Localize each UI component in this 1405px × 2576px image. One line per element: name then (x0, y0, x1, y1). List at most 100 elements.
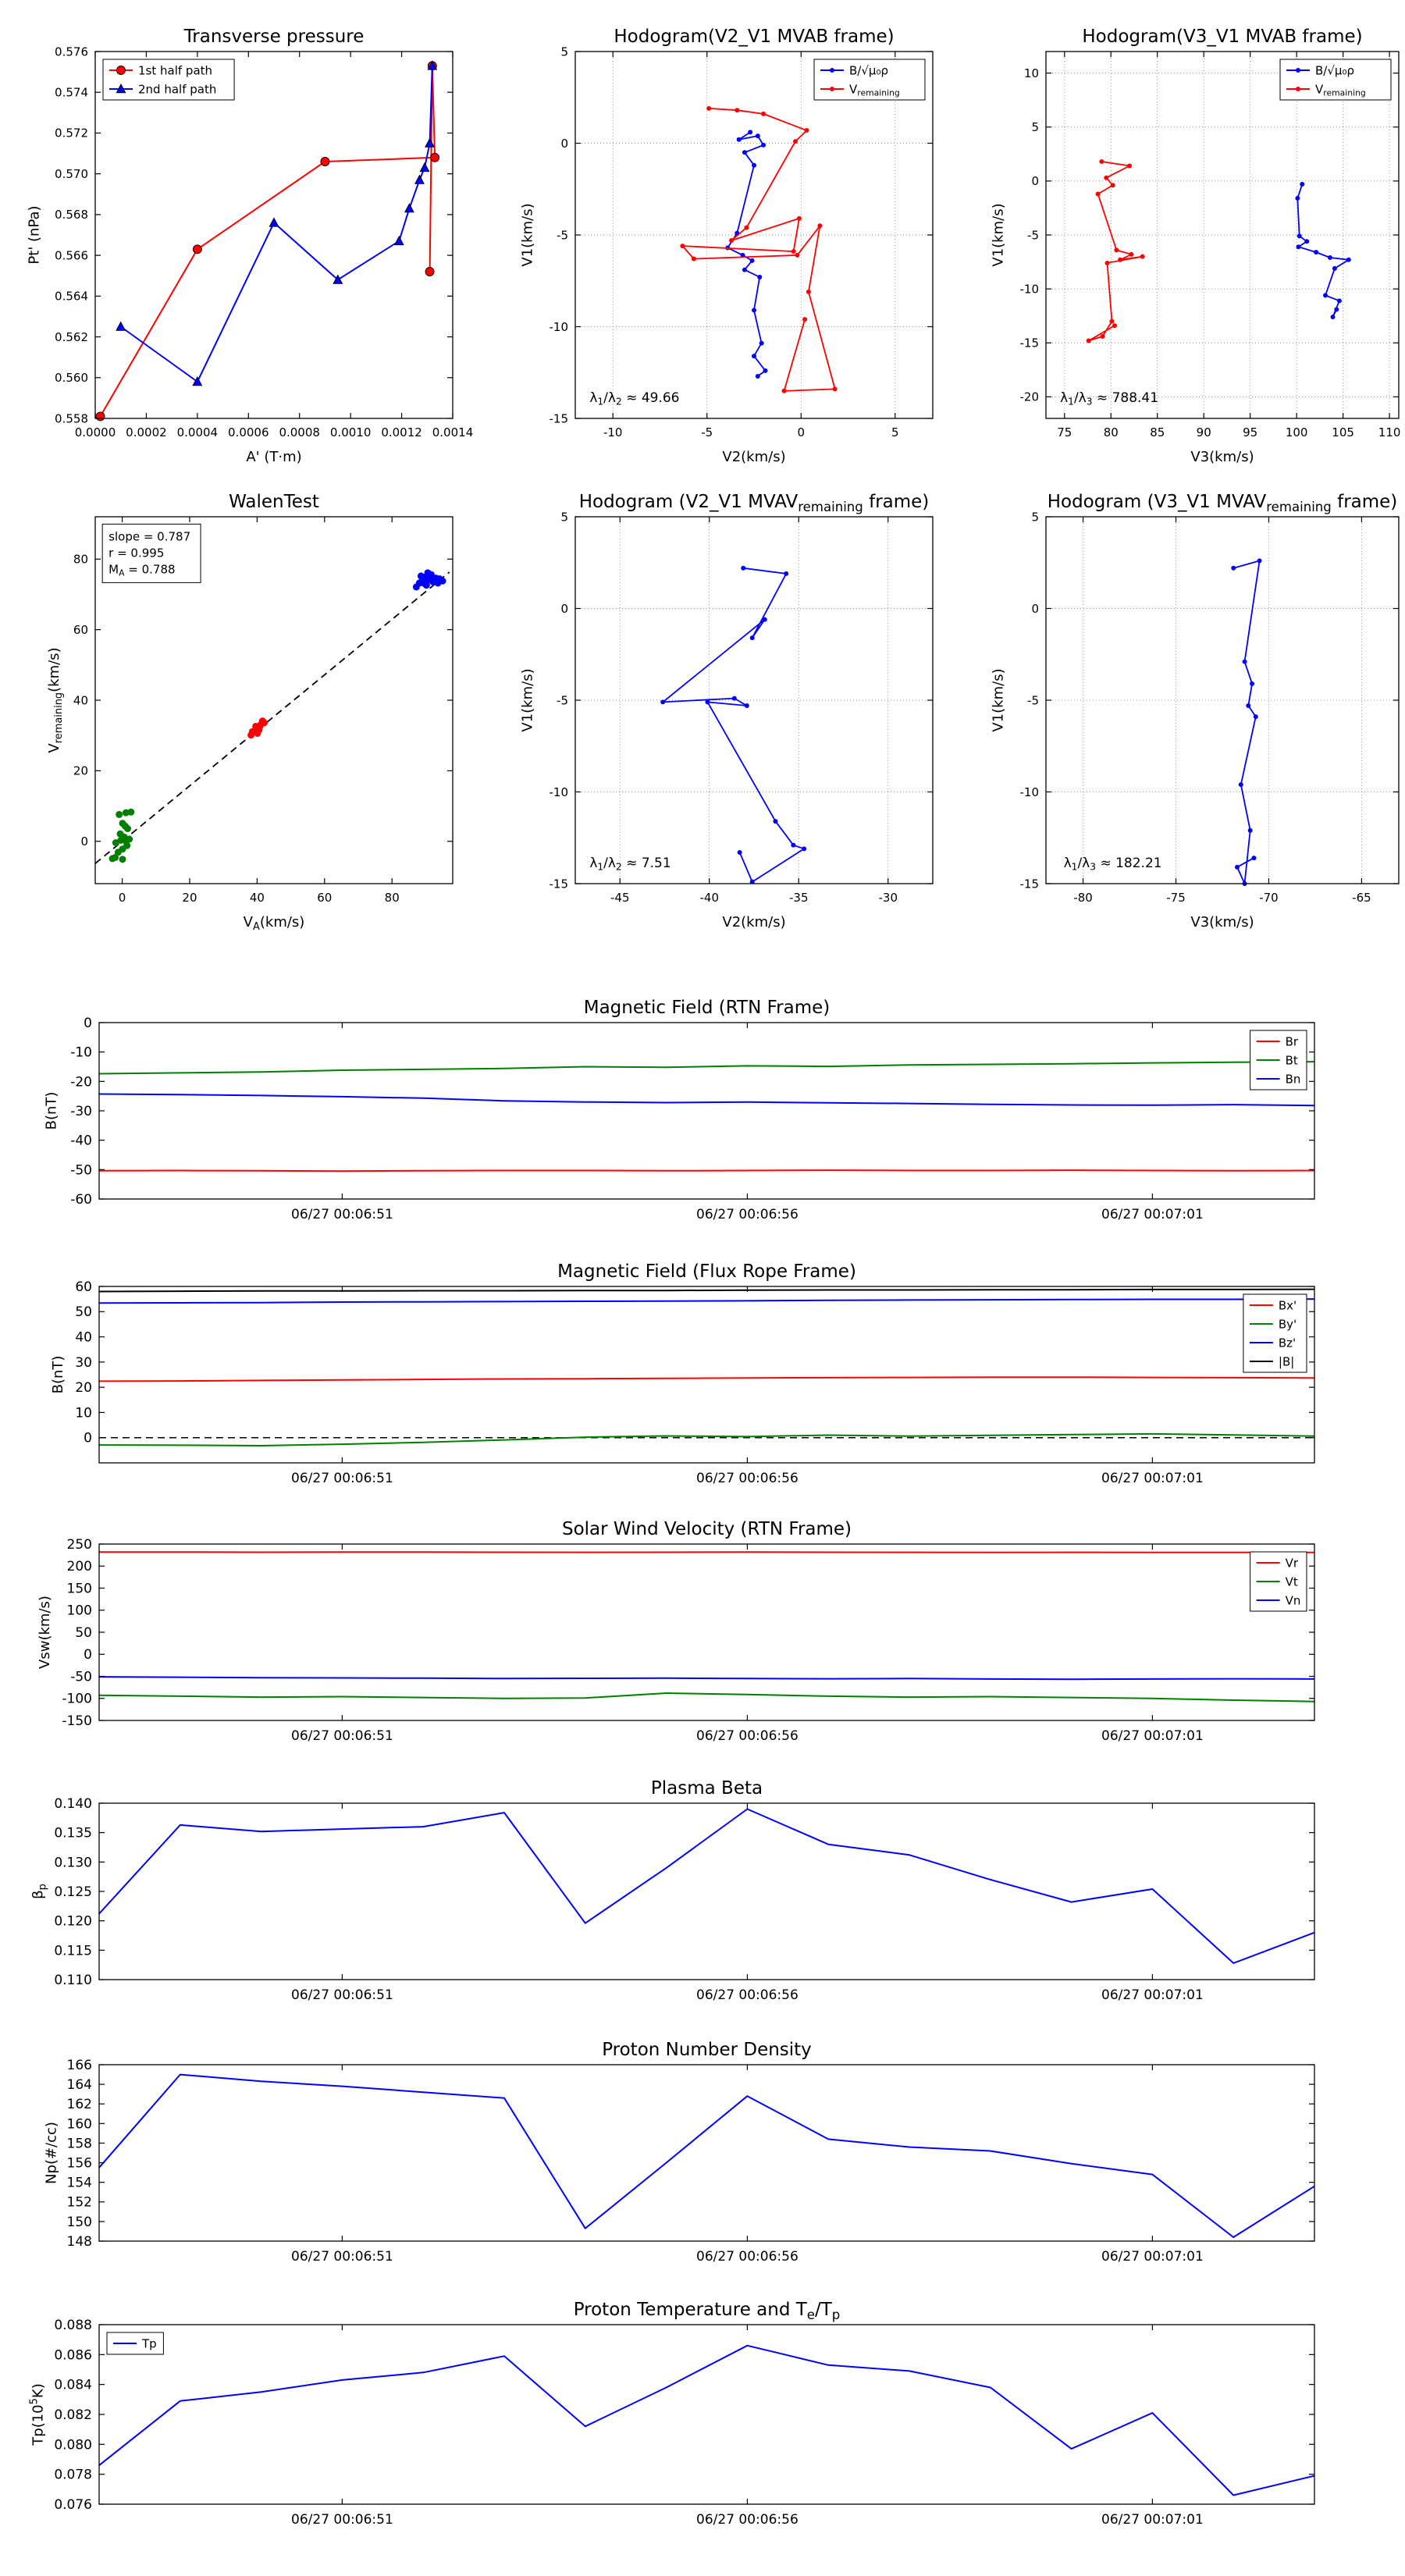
legend: Br Bt Bn (1250, 1030, 1307, 1091)
annotation: λ1/λ3 ≈ 788.41 (1060, 390, 1158, 407)
series-bx- (98, 1376, 1315, 1382)
marker-dot (706, 105, 712, 111)
x-tick-label: -45 (610, 891, 630, 905)
x-tick-label: 06/27 00:06:56 (696, 1987, 799, 2003)
marker-dot (1238, 782, 1243, 788)
x-tick-label: 75 (1057, 425, 1072, 439)
chart-title: Transverse pressure (183, 27, 365, 47)
marker-dot (1099, 159, 1104, 164)
series-bn (98, 1093, 1315, 1107)
stats-box (101, 523, 201, 583)
marker-dot (123, 841, 131, 849)
marker-triangle (333, 274, 343, 284)
x-tick-label: 06/27 00:07:01 (1101, 1471, 1204, 1486)
marker-dot (1346, 257, 1351, 262)
marker-dot (761, 111, 767, 116)
marker-dot (744, 703, 749, 709)
chart-plasma-beta: 06/27 00:06:51 06/27 00:06:56 06/27 00:07:… (30, 1778, 1315, 2003)
y-tick-label: 0.135 (54, 1826, 92, 1841)
y-tick-label: -50 (70, 1669, 92, 1685)
marker-dot (121, 822, 129, 830)
chart-title: Proton Number Density (602, 2040, 812, 2060)
stats-box-line: r = 0.995 (108, 546, 164, 560)
marker-dot (1127, 163, 1133, 169)
y-tick-label: 40 (75, 1330, 92, 1346)
y-tick-label: 166 (67, 2058, 92, 2073)
marker-dot (1110, 183, 1115, 188)
marker-triangle (427, 60, 438, 70)
legend: B/√μ₀ρ Vremaining (1279, 59, 1392, 101)
y-tick-label: 0 (560, 602, 568, 616)
legend-label: Tp (141, 2336, 157, 2350)
marker-dot (735, 108, 740, 113)
legend-label: |B| (1279, 1354, 1294, 1368)
y-axis-label: V1(km/s) (991, 668, 1007, 731)
marker-circle (95, 411, 105, 422)
y-tick-label: 0.140 (54, 1796, 92, 1812)
marker-dot (1086, 338, 1091, 343)
x-tick-label: 06/27 00:06:56 (696, 1728, 799, 1744)
x-tick-label: 0.0004 (177, 425, 219, 439)
marker-dot (1114, 247, 1119, 253)
x-tick-label: 06/27 00:06:51 (291, 1207, 393, 1222)
y-axis-label: Tp(105K) (28, 2383, 46, 2446)
y-tick-label: -60 (70, 1192, 92, 1208)
x-tick-label: 06/27 00:06:51 (291, 1728, 393, 1744)
plot-area (99, 1023, 1314, 1199)
chart-magnetic-field-flux-rope: 06/27 00:06:51 06/27 00:06:56 06/27 00:07:… (50, 1261, 1315, 1486)
series-bt (98, 1061, 1315, 1075)
marker-dot (1257, 558, 1262, 564)
x-tick-label: 5 (891, 425, 899, 439)
legend-box (1279, 59, 1392, 101)
legend: Tp (106, 2332, 164, 2355)
x-tick-label: 90 (1197, 425, 1211, 439)
y-tick-label: -10 (70, 1045, 92, 1061)
stats-box-line: slope = 0.787 (108, 529, 190, 543)
marker-dot (1250, 681, 1255, 686)
marker-dot (804, 128, 809, 133)
marker-dot (1297, 233, 1302, 239)
marker-dot (1296, 68, 1300, 73)
annotation: λ1/λ2 ≈ 7.51 (589, 856, 670, 873)
marker-dot (439, 577, 446, 585)
marker-dot (731, 696, 737, 701)
marker-dot (752, 354, 756, 359)
marker-triangle (404, 203, 414, 213)
marker-dot (742, 267, 747, 272)
marker-dot (762, 617, 767, 622)
marker-dot (1253, 714, 1258, 720)
chart-title: Proton Temperature and Te/Tp (574, 2300, 841, 2322)
axes-frame (98, 1286, 1315, 1464)
marker-dot (1314, 250, 1319, 255)
chart-solar-wind-velocity: 06/27 00:06:51 06/27 00:06:56 06/27 00:07:… (37, 1519, 1315, 1744)
series-tp (98, 2344, 1315, 2496)
x-tick-label: -40 (700, 891, 720, 905)
y-tick-label: 0.564 (55, 290, 88, 304)
y-tick-label: 0.568 (55, 208, 88, 222)
marker-dot (1296, 244, 1301, 250)
y-tick-label: 150 (67, 1581, 92, 1596)
y-tick-label: 154 (67, 2176, 92, 2191)
x-tick-label: 0 (797, 425, 805, 439)
marker-dot (763, 368, 768, 373)
y-tick-label: 30 (75, 1355, 92, 1371)
marker-dot (1334, 307, 1339, 312)
marker-dot (1251, 856, 1257, 861)
x-tick-label: 0.0002 (126, 425, 167, 439)
series-2nd-half-path (120, 66, 433, 382)
x-tick-label: 95 (1243, 425, 1257, 439)
y-tick-label: 0.574 (55, 85, 88, 99)
x-axis-label: A' (T·m) (246, 449, 301, 465)
series-vt (98, 1692, 1315, 1703)
y-tick-label: 0.082 (54, 2407, 92, 2423)
y-tick-label: 5 (560, 510, 568, 524)
marker-dot (761, 142, 767, 148)
y-tick-label: 0 (84, 1647, 92, 1663)
y-axis-label: Vsw(km/s) (37, 1596, 53, 1669)
y-tick-label: 100 (67, 1603, 92, 1619)
legend-label: Vremaining (1315, 82, 1366, 98)
plot-area (99, 2325, 1314, 2504)
x-tick-label: -10 (603, 425, 623, 439)
y-tick-label: 0 (84, 1431, 92, 1446)
y-axis-label: V1(km/s) (991, 203, 1007, 266)
